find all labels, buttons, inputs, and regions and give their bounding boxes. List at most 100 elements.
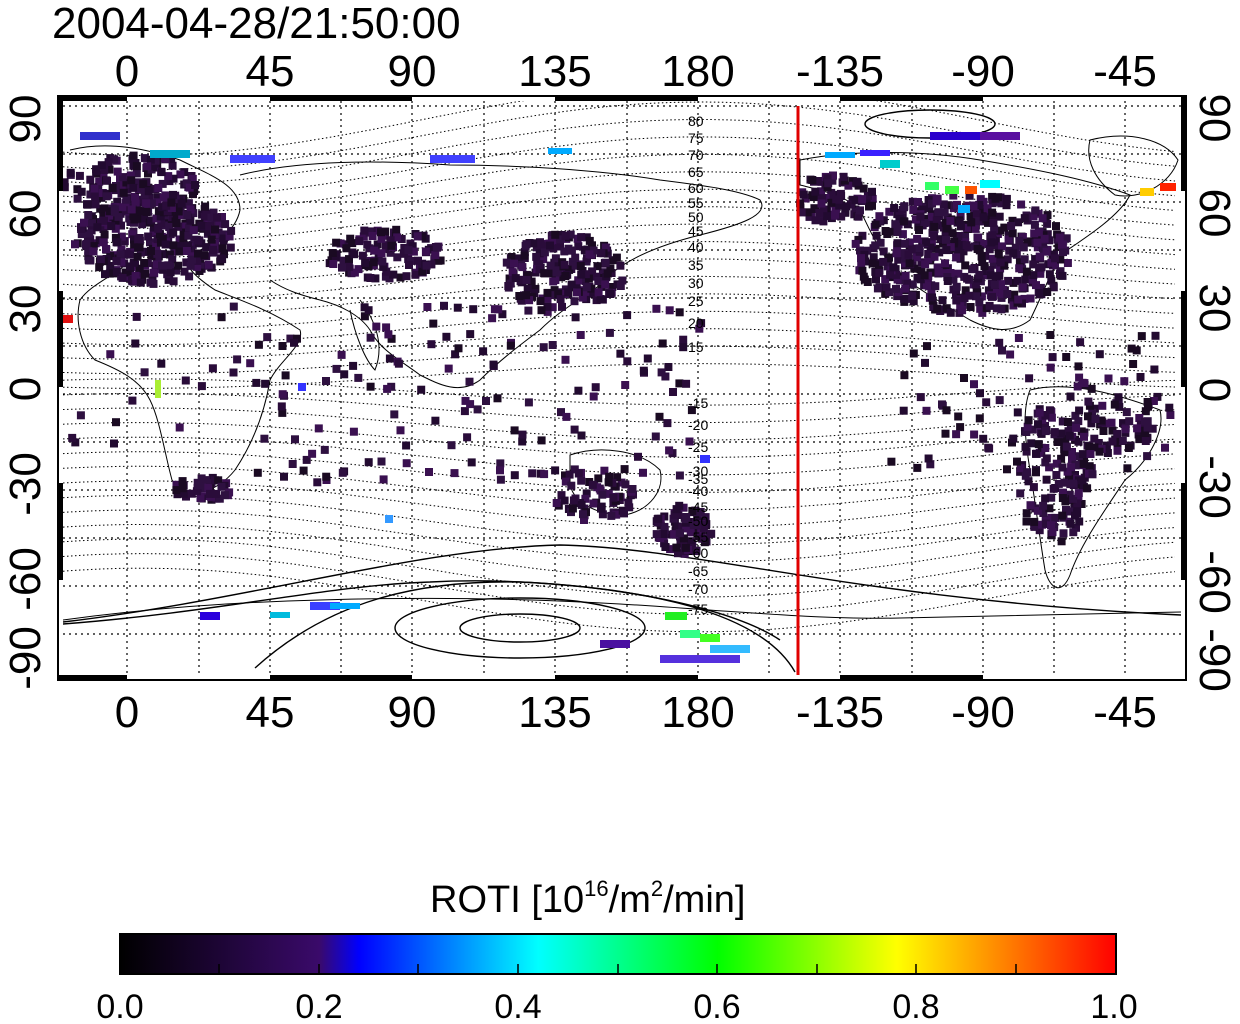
roti-pixel (946, 216, 955, 225)
left-tick-label: 0 (1, 377, 50, 401)
roti-pixel (130, 240, 139, 249)
roti-pixel (114, 212, 123, 221)
roti-pixel (959, 247, 968, 256)
roti-pixel (930, 222, 939, 231)
roti-pixel (1077, 427, 1086, 436)
roti-pixel (1051, 513, 1060, 522)
roti-pixel (1035, 263, 1044, 272)
roti-pixel (915, 244, 924, 253)
roti-pixel (577, 270, 586, 279)
roti-pixel (1043, 230, 1052, 239)
roti-pixel (1009, 434, 1018, 443)
roti-pixel (939, 200, 948, 209)
roti-pixel (643, 354, 652, 363)
roti-pixel (522, 276, 531, 284)
roti-pixel (580, 516, 588, 524)
roti-pixel (978, 308, 987, 317)
roti-pixel (82, 240, 91, 248)
colorbar-title-sup2: 2 (651, 876, 663, 901)
roti-pixel (100, 165, 109, 174)
contour-label: 45 (688, 223, 704, 239)
roti-pixel (1047, 258, 1056, 267)
roti-pixel (393, 253, 402, 262)
roti-pixel (594, 288, 603, 297)
roti-pixel (354, 373, 363, 382)
roti-pixel (933, 304, 942, 313)
roti-pixel (508, 268, 517, 277)
roti-pixel (427, 340, 436, 349)
roti-pixel (182, 258, 191, 267)
roti-pixel (106, 350, 115, 359)
roti-pixel (591, 383, 600, 392)
roti-pixel (976, 304, 985, 313)
roti-pixel (1050, 428, 1059, 437)
roti-pixel (130, 235, 138, 244)
roti-pixel (1028, 275, 1037, 284)
roti-pixel (700, 634, 720, 642)
roti-pixel (140, 259, 149, 267)
roti-pixel (540, 269, 549, 278)
roti-pixel (835, 201, 844, 210)
roti-pixel (338, 468, 347, 477)
roti-pixel (346, 234, 355, 243)
roti-pixel (943, 277, 952, 285)
roti-pixel (949, 191, 958, 200)
roti-pixel (1022, 517, 1031, 526)
roti-pixel (1041, 411, 1050, 420)
roti-pixel (397, 235, 406, 243)
roti-pixel (974, 217, 983, 226)
roti-pixel (927, 288, 936, 297)
roti-pixel (465, 377, 474, 386)
roti-pixel (1014, 334, 1023, 342)
bottom-tick-label: -135 (796, 688, 884, 737)
roti-pixel (543, 307, 552, 316)
roti-pixel (908, 291, 917, 300)
roti-pixel (604, 478, 613, 487)
roti-pixel (524, 306, 533, 315)
roti-pixel (212, 489, 221, 498)
roti-pixel (540, 248, 549, 257)
roti-pixel (360, 226, 369, 235)
roti-pixel (169, 228, 178, 237)
roti-pixel (657, 368, 666, 377)
roti-pixel (958, 306, 967, 314)
roti-pixel (952, 296, 961, 305)
roti-pixel (1004, 235, 1013, 244)
roti-pixel (163, 207, 172, 216)
contour-label: -65 (688, 563, 708, 579)
roti-pixel (1149, 397, 1158, 405)
roti-pixel (225, 232, 234, 241)
roti-pixel (425, 468, 433, 476)
contour-line (63, 363, 1176, 389)
roti-pixel (581, 494, 590, 503)
roti-pixel (1085, 401, 1094, 410)
roti-pixel (1045, 504, 1054, 513)
roti-pixel (110, 439, 118, 448)
roti-pixel (890, 204, 899, 212)
roti-pixel (1011, 243, 1020, 252)
roti-pixel (1022, 428, 1031, 436)
roti-pixel (823, 212, 832, 221)
roti-pixel (901, 284, 910, 293)
roti-pixel (1166, 411, 1175, 419)
roti-pixel (1046, 331, 1055, 339)
roti-pixel (557, 491, 566, 500)
roti-pixel (467, 458, 476, 467)
roti-pixel (175, 247, 184, 256)
roti-pixel (1135, 435, 1144, 444)
roti-pixel (102, 192, 111, 201)
roti-pixel (413, 232, 422, 241)
roti-pixel (186, 261, 195, 270)
roti-pixel (560, 496, 569, 505)
roti-pixel (1041, 427, 1050, 436)
roti-pixel (556, 242, 564, 251)
roti-pixel (1113, 446, 1122, 455)
roti-pixel (1113, 429, 1122, 438)
contour-line (63, 465, 1176, 511)
roti-pixel (571, 261, 580, 270)
colorbar-tick-label: 0.6 (693, 988, 740, 1024)
roti-pixel (574, 276, 583, 285)
roti-pixel (984, 286, 993, 295)
roti-pixel (962, 241, 971, 250)
roti-pixel (872, 231, 881, 240)
